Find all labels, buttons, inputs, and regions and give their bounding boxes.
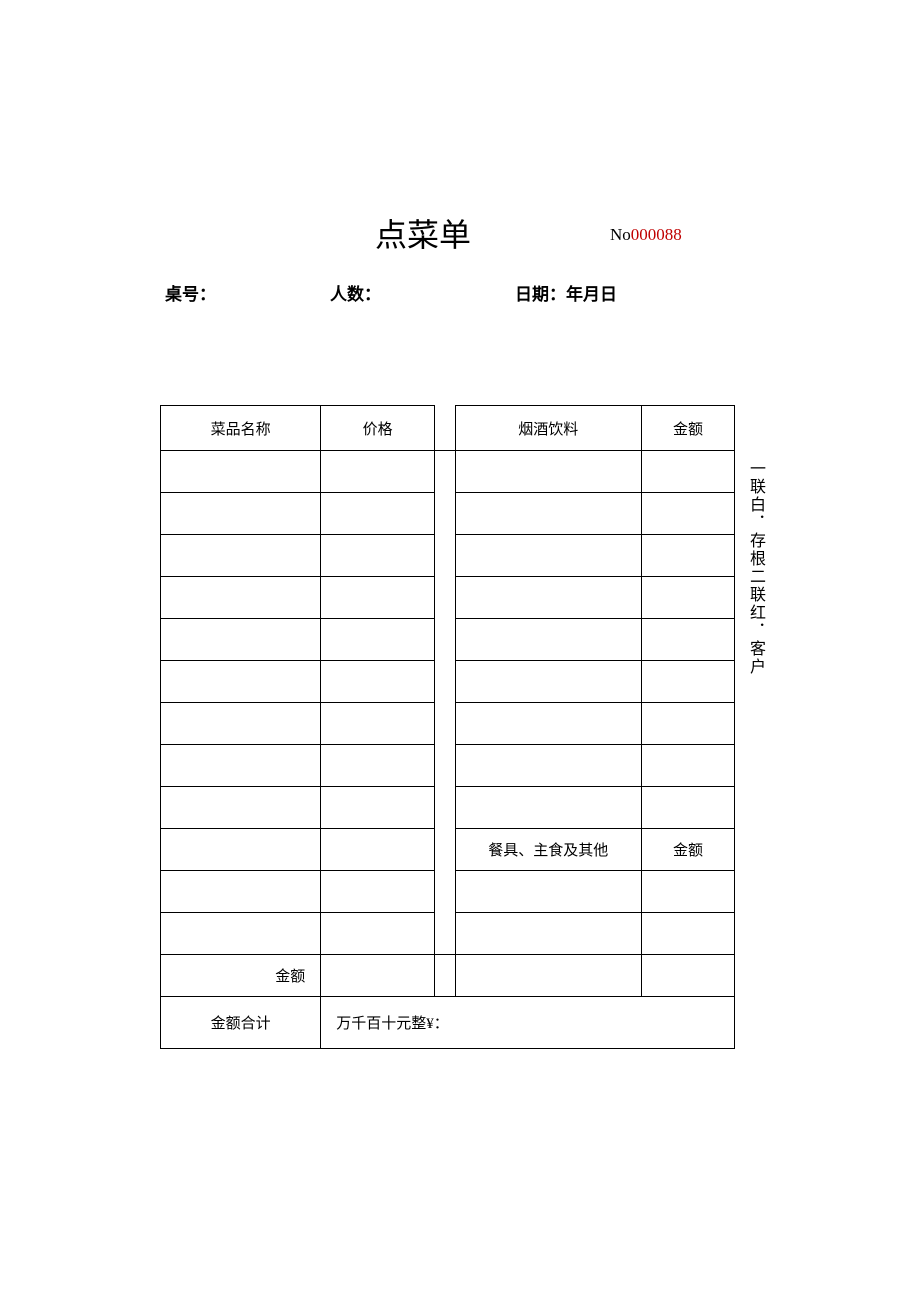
cell-amount[interactable] (641, 661, 734, 703)
gap-cell (435, 745, 456, 787)
header-price: 价格 (321, 406, 435, 451)
table-wrapper: 菜品名称 价格 烟酒饮料 金额 (160, 405, 760, 1049)
form-title: 点菜单 (375, 210, 471, 256)
cell-dish[interactable] (161, 451, 321, 493)
cell-dish[interactable] (161, 661, 321, 703)
table-row (161, 703, 735, 745)
cell-price[interactable] (321, 451, 435, 493)
table-row (161, 619, 735, 661)
header-amount-2: 金额 (641, 829, 734, 871)
table-row (161, 493, 735, 535)
cell-drinks[interactable] (455, 745, 641, 787)
cell-price[interactable] (321, 577, 435, 619)
header-drinks: 烟酒饮料 (455, 406, 641, 451)
gap-cell (435, 913, 456, 955)
cell-subtotal-drinks[interactable] (455, 955, 641, 997)
cell-tableware[interactable] (455, 913, 641, 955)
table-row (161, 577, 735, 619)
cell-price[interactable] (321, 913, 435, 955)
cell-price[interactable] (321, 787, 435, 829)
cell-dish[interactable] (161, 703, 321, 745)
cell-amount[interactable] (641, 493, 734, 535)
cell-amount[interactable] (641, 871, 734, 913)
cell-dish[interactable] (161, 619, 321, 661)
gap-cell (435, 871, 456, 913)
cell-price[interactable] (321, 745, 435, 787)
cell-amount[interactable] (641, 577, 734, 619)
table-number-label: 桌号： (165, 280, 216, 305)
cell-drinks[interactable] (455, 493, 641, 535)
header-row-1: 菜品名称 价格 烟酒饮料 金额 (161, 406, 735, 451)
people-count-label: 人数： (330, 280, 381, 305)
table-row (161, 451, 735, 493)
cell-dish[interactable] (161, 913, 321, 955)
order-form-container: 点菜单 No000088 桌号： 人数： 日期：年月日 菜品名称 价格 烟酒饮料… (160, 210, 760, 1049)
table-row (161, 745, 735, 787)
cell-drinks[interactable] (455, 703, 641, 745)
cell-amount[interactable] (641, 703, 734, 745)
grand-total-label: 金额合计 (161, 997, 321, 1049)
header-row-2: 餐具、主食及其他 金额 (161, 829, 735, 871)
gap-cell (435, 451, 456, 493)
cell-price[interactable] (321, 493, 435, 535)
table-row (161, 535, 735, 577)
cell-price[interactable] (321, 535, 435, 577)
gap-cell (435, 829, 456, 871)
date-label: 日期：年月日 (515, 280, 617, 305)
cell-subtotal-amount[interactable] (641, 955, 734, 997)
cell-dish[interactable] (161, 871, 321, 913)
cell-price[interactable] (321, 871, 435, 913)
table-row (161, 787, 735, 829)
table-row (161, 871, 735, 913)
header-tableware: 餐具、主食及其他 (455, 829, 641, 871)
side-note: 一联白．存根二联红．客户 (745, 460, 765, 676)
cell-price[interactable] (321, 703, 435, 745)
cell-dish[interactable] (161, 787, 321, 829)
gap-cell (435, 406, 456, 451)
cell-amount[interactable] (641, 535, 734, 577)
grand-total-value: 万千百十元整¥： (321, 997, 735, 1049)
order-table: 菜品名称 价格 烟酒饮料 金额 (160, 405, 735, 1049)
gap-cell (435, 619, 456, 661)
cell-amount[interactable] (641, 745, 734, 787)
cell-tableware[interactable] (455, 871, 641, 913)
gap-cell (435, 661, 456, 703)
gap-cell (435, 493, 456, 535)
cell-drinks[interactable] (455, 661, 641, 703)
cell-drinks[interactable] (455, 451, 641, 493)
cell-dish[interactable] (161, 535, 321, 577)
cell-amount[interactable] (641, 451, 734, 493)
gap-cell (435, 955, 456, 997)
cell-dish[interactable] (161, 577, 321, 619)
gap-cell (435, 787, 456, 829)
grand-total-row: 金额合计 万千百十元整¥： (161, 997, 735, 1049)
header-dish-name: 菜品名称 (161, 406, 321, 451)
cell-price[interactable] (321, 661, 435, 703)
cell-amount[interactable] (641, 619, 734, 661)
cell-amount[interactable] (641, 913, 734, 955)
cell-drinks[interactable] (455, 787, 641, 829)
receipt-prefix: No (610, 225, 631, 244)
cell-price[interactable] (321, 619, 435, 661)
cell-amount[interactable] (641, 787, 734, 829)
header-amount: 金额 (641, 406, 734, 451)
cell-dish[interactable] (161, 829, 321, 871)
receipt-number: No000088 (610, 225, 682, 245)
subtotal-label: 金额 (161, 955, 321, 997)
table-row (161, 661, 735, 703)
cell-subtotal-price[interactable] (321, 955, 435, 997)
receipt-number-value: 000088 (631, 225, 682, 244)
table-row (161, 913, 735, 955)
cell-price[interactable] (321, 829, 435, 871)
gap-cell (435, 577, 456, 619)
gap-cell (435, 535, 456, 577)
cell-drinks[interactable] (455, 577, 641, 619)
gap-cell (435, 703, 456, 745)
cell-dish[interactable] (161, 745, 321, 787)
cell-drinks[interactable] (455, 619, 641, 661)
cell-drinks[interactable] (455, 535, 641, 577)
subtotal-row: 金额 (161, 955, 735, 997)
cell-dish[interactable] (161, 493, 321, 535)
